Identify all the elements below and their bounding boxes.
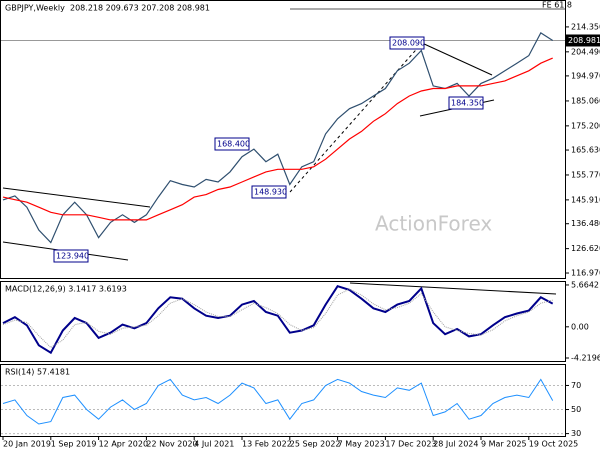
annotation: 208.090 bbox=[392, 39, 425, 48]
y-tick-label: 126.620 bbox=[571, 244, 600, 253]
y-tick-label: 155.770 bbox=[571, 170, 600, 179]
y-tick-label: 116.970 bbox=[571, 269, 600, 278]
y-tick-label: 204.490 bbox=[571, 47, 600, 56]
annotation: 168.400 bbox=[217, 140, 250, 149]
y-tick-label: -4.2196 bbox=[571, 354, 600, 363]
channel-upper bbox=[2, 187, 151, 208]
annotation-box bbox=[53, 249, 89, 263]
last-price-label: 208.981 bbox=[568, 36, 600, 45]
annotation: FE 61.8 bbox=[542, 1, 572, 10]
chart-title: GBPJPY,Weekly bbox=[5, 4, 65, 13]
macd-panel bbox=[0, 281, 566, 362]
series-line bbox=[2, 378, 554, 425]
watermark: ActionForex bbox=[375, 212, 492, 236]
y-tick-label: 175.200 bbox=[571, 121, 600, 130]
y-tick-label: 145.910 bbox=[571, 195, 600, 204]
y-tick-label: 0.00 bbox=[571, 322, 589, 331]
x-tick-label: 17 Dec 2023 bbox=[385, 440, 436, 449]
x-tick-label: 1 Sep 2019 bbox=[51, 440, 97, 449]
ohlc-header: 208.218 209.673 207.208 208.981 bbox=[70, 4, 210, 13]
series-line bbox=[2, 285, 554, 355]
x-tick-label: 25 Sep 2022 bbox=[290, 440, 341, 449]
annotation: 184.350 bbox=[451, 99, 484, 108]
macd-title: MACD(12,26,9) 3.1417 3.6193 bbox=[5, 285, 127, 294]
y-tick-label: 5.6642 bbox=[571, 280, 599, 289]
y-tick-label: 30 bbox=[571, 429, 581, 438]
y-tick-label: 185.060 bbox=[571, 96, 600, 105]
projection bbox=[289, 42, 423, 193]
y-tick-label: 50 bbox=[571, 405, 581, 414]
annotation-box bbox=[389, 36, 425, 50]
series-line bbox=[2, 32, 554, 244]
macd-trendline bbox=[349, 282, 557, 295]
y-tick-label: 214.350 bbox=[571, 22, 600, 31]
rsi-title: RSI(14) 57.4181 bbox=[5, 368, 70, 377]
annotation: 123.940 bbox=[56, 252, 89, 261]
x-tick-label: 19 Oct 2025 bbox=[529, 440, 578, 449]
x-tick-label: 4 Jul 2021 bbox=[194, 440, 234, 449]
annotation: 148.930 bbox=[254, 188, 287, 197]
x-tick-label: 9 Mar 2025 bbox=[481, 440, 527, 449]
triangle-upper bbox=[421, 42, 493, 76]
x-tick-label: 13 Feb 2022 bbox=[242, 440, 292, 449]
rsi-panel bbox=[0, 364, 566, 437]
y-tick-label: 136.480 bbox=[571, 219, 600, 228]
series-line bbox=[2, 288, 553, 349]
x-tick-label: 12 Apr 2020 bbox=[99, 440, 148, 449]
annotation-box bbox=[214, 137, 250, 151]
y-tick-label: 70 bbox=[571, 381, 581, 390]
x-tick-label: 22 Nov 2020 bbox=[146, 440, 197, 449]
x-tick-label: 7 May 2023 bbox=[338, 440, 385, 449]
annotation-box bbox=[251, 185, 287, 199]
x-tick-label: 28 Jul 2024 bbox=[433, 440, 478, 449]
price-panel bbox=[0, 0, 566, 279]
y-tick-label: 194.970 bbox=[571, 71, 600, 80]
x-tick-label: 20 Jan 2019 bbox=[3, 440, 51, 449]
last-price-box bbox=[566, 34, 600, 47]
series-line bbox=[2, 57, 553, 221]
y-tick-label: 165.630 bbox=[571, 146, 600, 155]
annotation-box bbox=[448, 96, 484, 110]
